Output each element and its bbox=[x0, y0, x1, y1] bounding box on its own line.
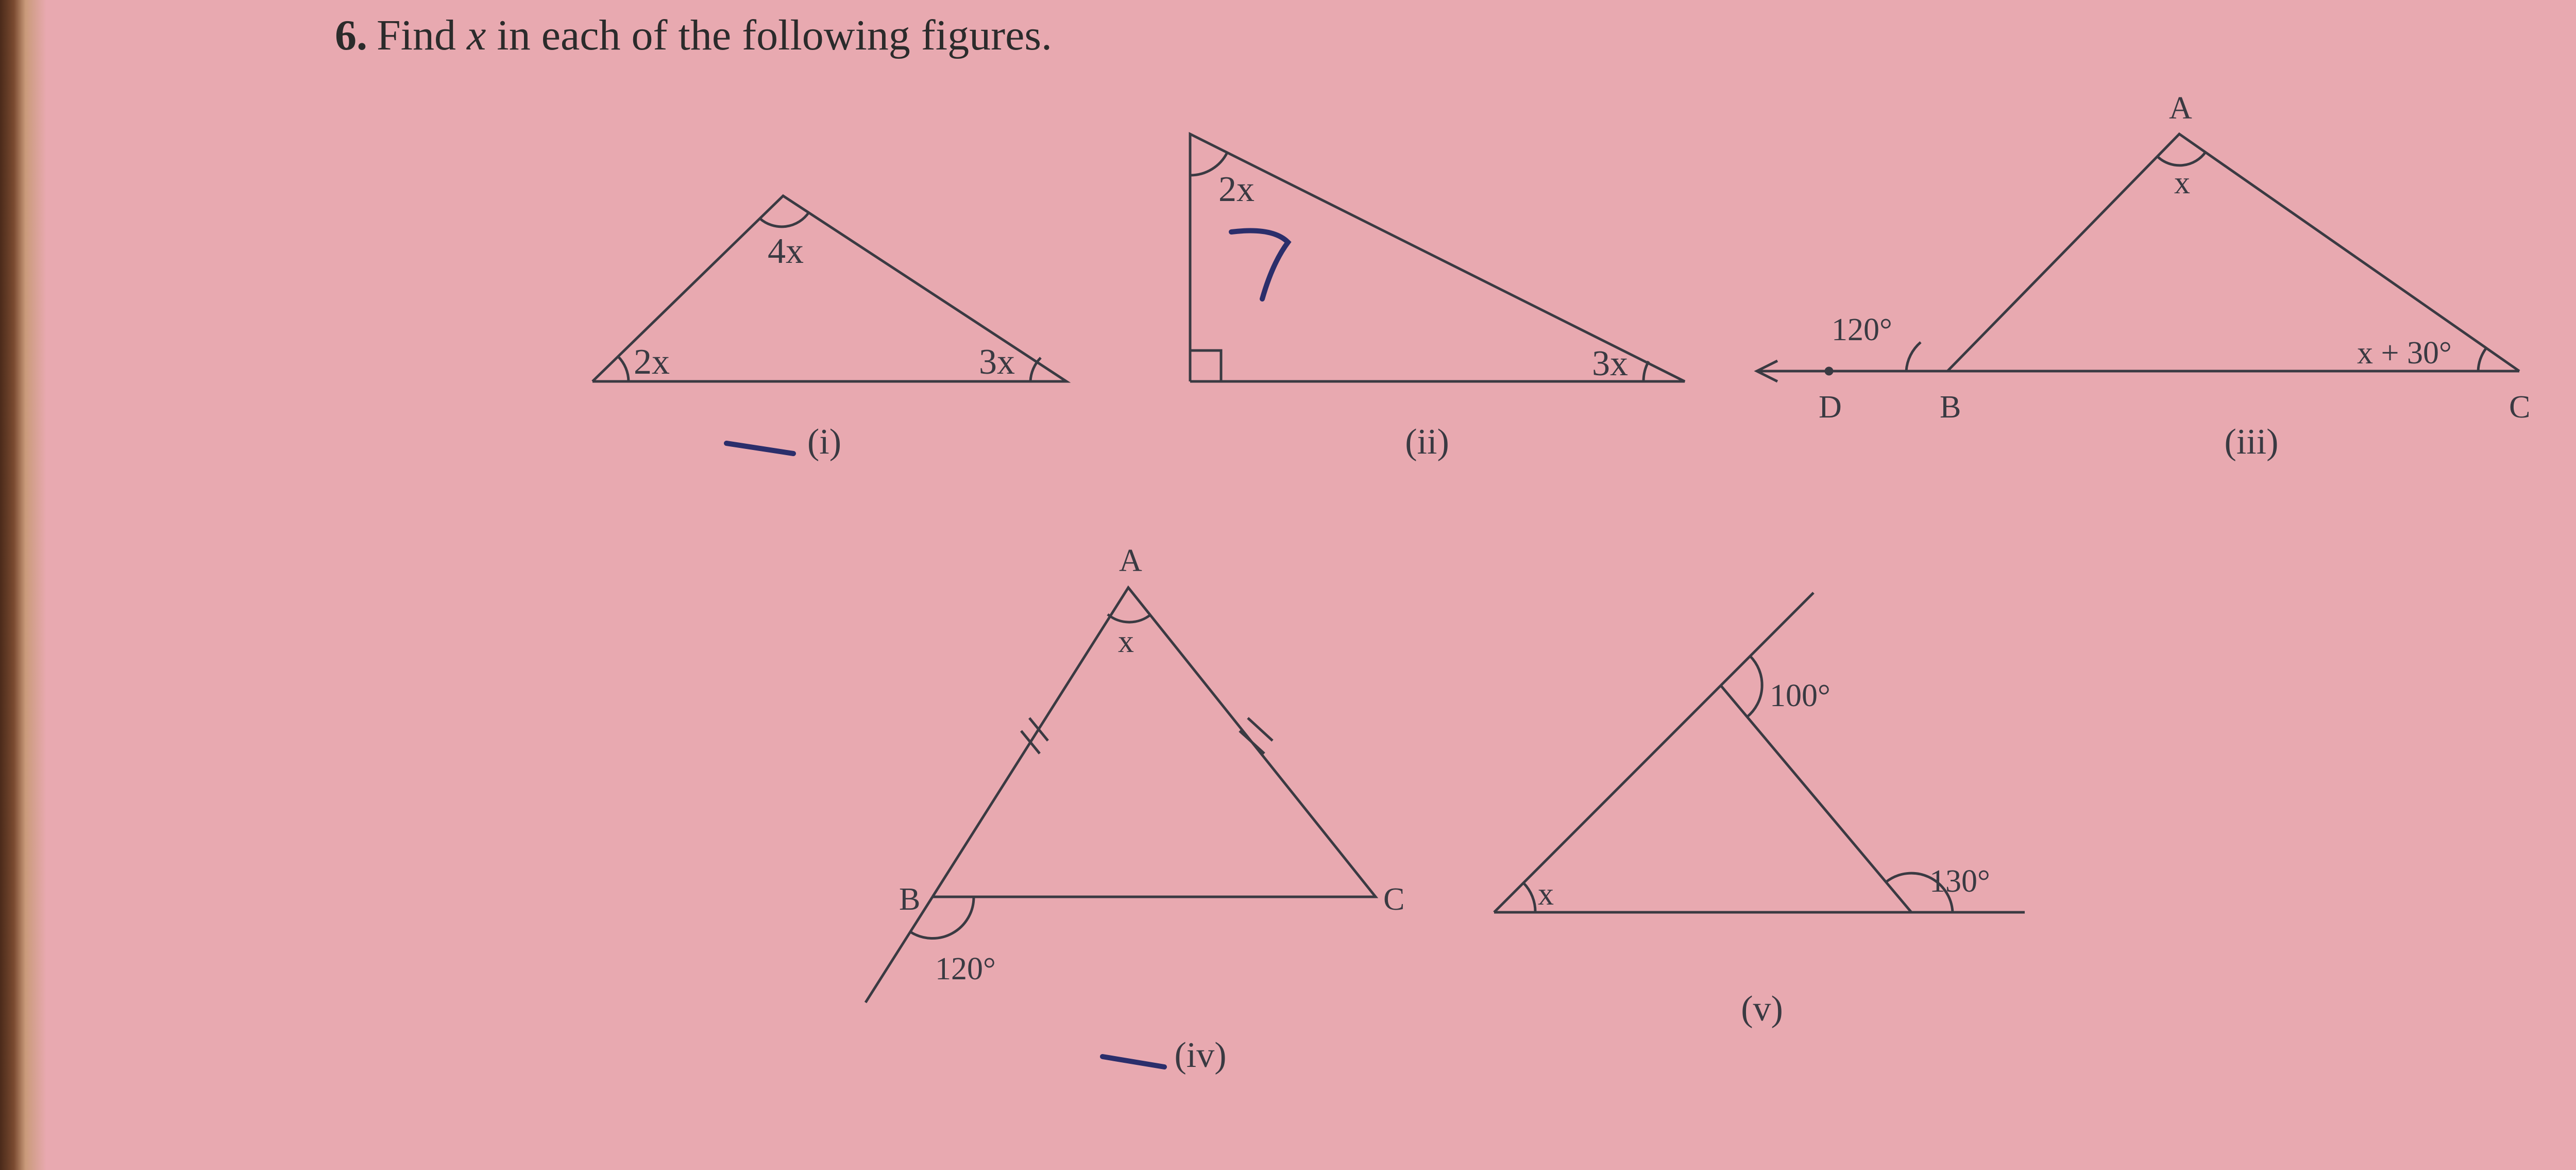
caption-i: (i) bbox=[807, 422, 841, 462]
angle-right-ii: 3x bbox=[1592, 344, 1628, 383]
angle-left-v: x bbox=[1538, 877, 1554, 912]
vertex-C-iv: C bbox=[1383, 882, 1404, 917]
angle-top-iii: x bbox=[2174, 165, 2190, 200]
question-number: 6. bbox=[335, 11, 367, 59]
question-var: x bbox=[467, 11, 486, 59]
pen-mark-ii bbox=[1231, 231, 1288, 299]
vertex-B-iv: B bbox=[899, 882, 920, 917]
caption-v: (v) bbox=[1741, 989, 1783, 1029]
pen-mark-iv bbox=[1103, 1057, 1164, 1067]
angle-ext-iii: 120° bbox=[1832, 312, 1892, 347]
angle-left: 2x bbox=[634, 342, 670, 382]
vertex-D: D bbox=[1819, 390, 1842, 425]
pen-mark-i bbox=[726, 443, 793, 454]
question-post: in each of the following figures. bbox=[486, 11, 1052, 59]
book-spine bbox=[0, 0, 46, 1170]
caption-iv: (iv) bbox=[1174, 1035, 1226, 1075]
angle-right-iii: x + 30° bbox=[2357, 336, 2452, 371]
angle-ext-iv: 120° bbox=[935, 951, 996, 987]
angle-right: 3x bbox=[979, 342, 1015, 382]
question-line: 6.Find x in each of the following figure… bbox=[335, 10, 1052, 60]
question-pre: Find bbox=[377, 11, 467, 59]
vertex-B: B bbox=[1940, 390, 1961, 425]
figure-ii: 2x 3x (ii) bbox=[1139, 93, 1731, 484]
caption-ii: (ii) bbox=[1405, 422, 1449, 462]
angle-top-v: 100° bbox=[1770, 678, 1831, 713]
caption-iii: (iii) bbox=[2225, 422, 2279, 462]
angle-right-v: 130° bbox=[1929, 864, 1990, 899]
figure-i: 4x 2x 3x (i) bbox=[551, 134, 1118, 484]
vertex-A: A bbox=[2169, 91, 2192, 126]
figure-iv: A B C x 120° (iv) bbox=[829, 526, 1448, 1093]
angle-top-iv: x bbox=[1118, 624, 1134, 659]
vertex-C: C bbox=[2509, 390, 2530, 425]
vertex-A-iv: A bbox=[1119, 543, 1142, 578]
figure-iii: D B C A 120° x x + 30° (iii) bbox=[1726, 82, 2576, 484]
angle-top-ii: 2x bbox=[1218, 170, 1255, 209]
figure-v: 100° 130° x (v) bbox=[1458, 541, 2076, 1082]
angle-top: 4x bbox=[768, 231, 804, 271]
page: 6.Find x in each of the following figure… bbox=[46, 0, 2576, 1170]
